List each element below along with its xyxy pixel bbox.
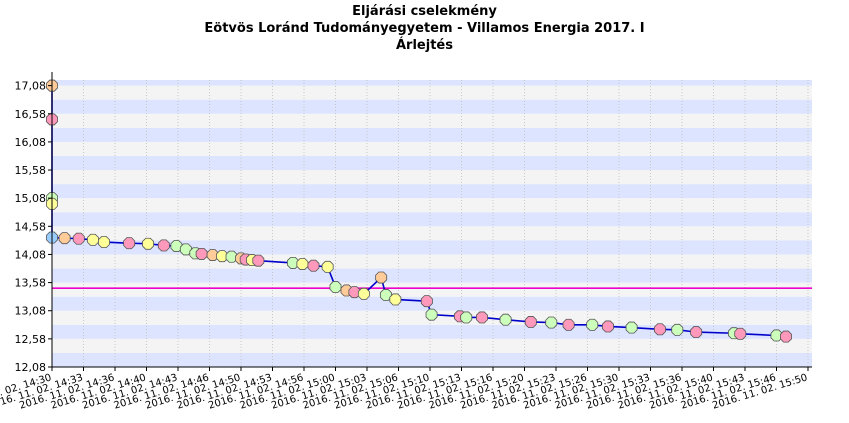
plot-background-bands	[52, 80, 812, 367]
data-point	[58, 232, 71, 245]
plot-band	[52, 113, 812, 128]
plot-band	[52, 141, 812, 156]
data-point	[72, 232, 85, 245]
y-tick-label: 13,08	[15, 305, 47, 318]
data-point	[179, 243, 192, 256]
plot-band	[52, 226, 812, 241]
y-tick-label: 14,58	[15, 220, 47, 233]
data-point	[225, 250, 238, 263]
axes-group	[48, 72, 812, 371]
data-point	[357, 287, 370, 300]
plot-band	[52, 127, 812, 142]
plot-band	[52, 338, 812, 353]
data-point	[671, 323, 684, 336]
data-point	[98, 236, 110, 249]
data-point	[287, 256, 299, 269]
plot-band	[52, 170, 812, 185]
plot-band	[52, 282, 812, 297]
data-point	[780, 330, 792, 343]
data-point	[770, 329, 783, 342]
data-point	[586, 318, 599, 331]
data-point	[329, 281, 342, 294]
data-point	[321, 260, 334, 273]
data-point	[252, 254, 265, 267]
data-point	[625, 321, 638, 334]
y-tick-labels: 12,08 12,58 13,08 13,58 14,08 14,58 15,08 15,58…	[15, 80, 47, 374]
chart-title-line-3: Árlejtés	[396, 38, 453, 53]
plot-band	[52, 352, 812, 367]
y-tick-label: 15,08	[15, 192, 47, 205]
data-point	[195, 247, 208, 260]
y-tick-label: 14,08	[15, 248, 47, 261]
y-tick-label: 16,08	[15, 136, 47, 149]
data-point	[499, 313, 512, 326]
data-point	[379, 289, 392, 301]
plot-band	[52, 268, 812, 283]
data-point	[296, 258, 309, 270]
y-tick-label: 12,58	[15, 333, 47, 346]
plot-band	[52, 155, 812, 171]
plot-band	[52, 80, 812, 86]
data-point	[425, 308, 438, 321]
plot-band	[52, 99, 812, 114]
plot-band	[52, 184, 812, 199]
y-tick-label: 13,58	[15, 277, 47, 290]
plot-band	[52, 324, 812, 339]
y-tick-label: 17,08	[15, 80, 47, 93]
plot-band	[52, 85, 812, 100]
data-point	[170, 240, 183, 252]
plot-band	[52, 212, 812, 227]
data-point	[123, 237, 136, 250]
data-point	[734, 327, 747, 340]
data-point	[602, 320, 614, 333]
data-point	[206, 249, 219, 261]
data-point	[307, 259, 320, 272]
data-point	[562, 318, 575, 331]
data-point	[476, 311, 488, 324]
y-tick-label: 16,58	[15, 108, 47, 121]
data-point	[142, 237, 155, 250]
chart-title-line-2: Eötvös Loránd Tudományegyetem - Villamos…	[204, 21, 645, 36]
data-point	[216, 250, 229, 263]
data-points-group	[46, 79, 792, 343]
plot-band	[52, 240, 812, 255]
data-point	[348, 286, 361, 299]
data-point	[545, 316, 558, 329]
data-point	[690, 326, 703, 339]
data-point	[524, 316, 537, 328]
data-point	[375, 271, 388, 284]
plot-band	[52, 198, 812, 213]
data-point	[654, 323, 666, 336]
data-point	[157, 239, 170, 252]
data-point	[87, 233, 99, 246]
y-tick-label: 12,08	[15, 361, 47, 374]
y-tick-label: 15,58	[15, 164, 47, 177]
data-point	[460, 311, 473, 324]
data-point	[389, 293, 402, 306]
plot-band	[52, 254, 812, 269]
data-point	[420, 295, 433, 308]
chart-title-line-1: Eljárási cselekmény	[352, 4, 497, 19]
